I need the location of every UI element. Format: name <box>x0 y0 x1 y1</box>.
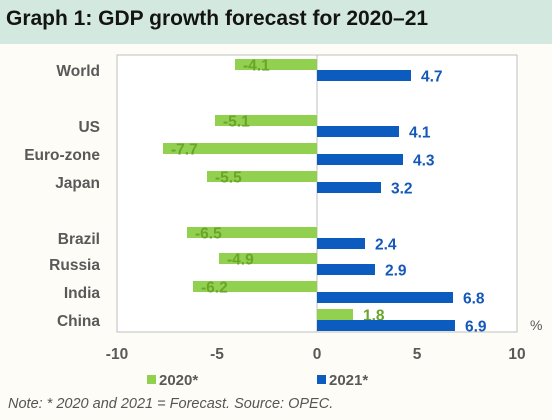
bar <box>317 320 455 331</box>
data-label: 4.1 <box>409 125 431 142</box>
chart-title: Graph 1: GDP growth forecast for 2020–21 <box>6 7 429 30</box>
bar <box>163 143 317 154</box>
category-label: Japan <box>55 175 100 192</box>
x-tick-label: 5 <box>413 346 422 363</box>
data-label: -5.1 <box>223 114 250 131</box>
category-label: India <box>64 285 101 302</box>
bar <box>317 309 353 320</box>
bar <box>215 115 317 126</box>
data-label: 4.3 <box>413 153 435 170</box>
category-label: Russia <box>49 257 100 274</box>
x-tick-label: 10 <box>508 346 525 363</box>
data-label: -4.9 <box>227 252 254 269</box>
bar <box>317 182 381 193</box>
category-label: US <box>78 119 100 136</box>
legend-swatch <box>147 375 156 384</box>
data-label: -4.1 <box>243 58 270 75</box>
bar <box>219 253 317 264</box>
data-label: -7.7 <box>171 142 198 159</box>
bar <box>317 154 403 165</box>
legend-label: 2020* <box>159 372 198 389</box>
data-label: -5.5 <box>215 170 242 187</box>
x-tick-label: 0 <box>313 346 322 363</box>
data-label: -6.5 <box>195 226 222 243</box>
bar <box>317 264 375 275</box>
unit-label: % <box>530 317 542 333</box>
category-label: China <box>57 313 100 330</box>
category-label: Brazil <box>58 231 100 248</box>
data-label: 6.8 <box>463 291 485 308</box>
bar-chart: World US Euro-zone Japan Brazil Russia India Ch… <box>24 54 542 389</box>
bar <box>317 238 365 249</box>
bar <box>317 126 399 137</box>
bar <box>235 59 317 70</box>
x-tick-label: -10 <box>106 346 128 363</box>
legend-swatch <box>317 375 326 384</box>
data-label: 2.4 <box>375 237 397 254</box>
bar <box>317 292 453 303</box>
data-label: 2.9 <box>385 263 407 280</box>
source-note: Note: * 2020 and 2021 = Forecast. Source… <box>8 396 334 412</box>
bar <box>317 70 411 81</box>
bar <box>193 281 317 292</box>
category-label: Euro-zone <box>24 147 100 164</box>
bar <box>187 227 317 238</box>
title-band <box>0 0 552 44</box>
x-tick-label: -5 <box>210 346 224 363</box>
data-label: -6.2 <box>201 280 228 297</box>
data-label: 3.2 <box>391 181 413 198</box>
data-label: 6.9 <box>465 319 487 336</box>
category-label: World <box>56 63 100 80</box>
data-label: 4.7 <box>421 69 443 86</box>
bar <box>207 171 317 182</box>
legend-label: 2021* <box>329 372 368 389</box>
